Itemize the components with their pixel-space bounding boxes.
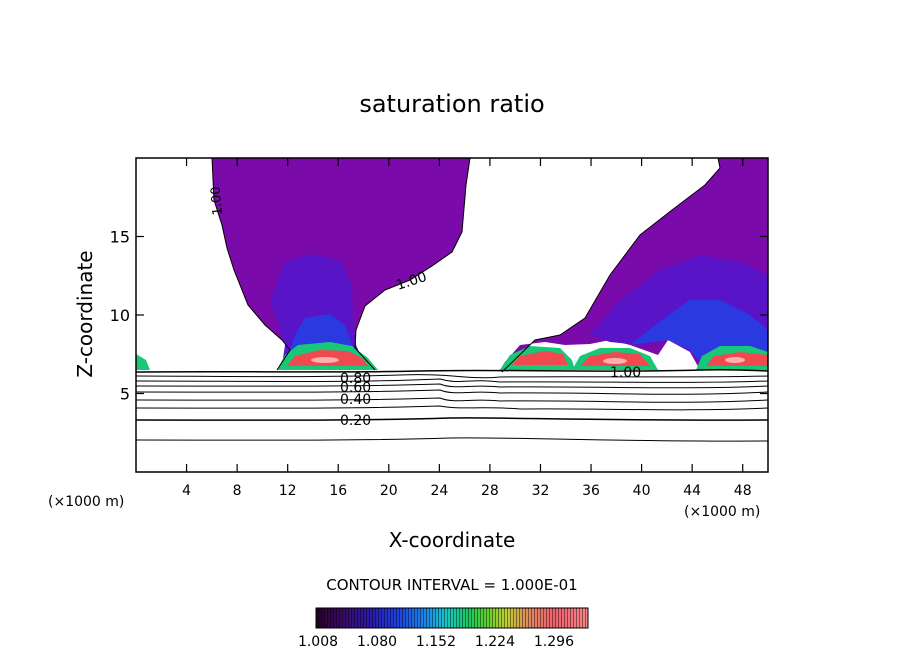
chart-title: saturation ratio bbox=[359, 90, 544, 118]
colorbar-tick-label: 1.296 bbox=[534, 634, 574, 650]
x-tick-label: 8 bbox=[233, 483, 242, 499]
contour-label: 0.20 bbox=[340, 413, 371, 429]
x-tick-label: 20 bbox=[380, 483, 398, 499]
y-axis: 5 10 15 bbox=[110, 228, 768, 404]
left-edge-fill bbox=[136, 354, 150, 370]
x-tick-label: 44 bbox=[683, 483, 701, 499]
x-tick-label: 40 bbox=[633, 483, 651, 499]
contour-label: 0.60 bbox=[340, 380, 371, 396]
left-core-hot bbox=[311, 357, 339, 363]
x-axis-label: X-coordinate bbox=[389, 528, 516, 552]
colorbar-tick-label: 1.008 bbox=[298, 634, 338, 650]
right-core1-red bbox=[512, 351, 568, 365]
contour-label: 1.00 bbox=[610, 365, 641, 381]
contour-line bbox=[136, 378, 768, 383]
x-tick-label: 12 bbox=[279, 483, 297, 499]
colorbar: 1.008 1.080 1.152 1.224 1.296 bbox=[298, 607, 589, 650]
colorbar-tick-label: 1.224 bbox=[475, 634, 515, 650]
contour-label: 0.80 bbox=[340, 371, 371, 387]
contour-line bbox=[136, 383, 768, 389]
y-tick-label: 5 bbox=[120, 385, 130, 404]
colorbar-ticks: 1.008 1.080 1.152 1.224 1.296 bbox=[298, 634, 574, 650]
colorbar-tick-label: 1.152 bbox=[416, 634, 456, 650]
contour-interval-text: CONTOUR INTERVAL = 1.000E-01 bbox=[326, 576, 577, 594]
x-units-right: (×1000 m) bbox=[684, 504, 760, 520]
colorbar-lines bbox=[316, 608, 588, 628]
contour-label: 1.00 bbox=[209, 186, 226, 216]
contour-line bbox=[354, 158, 471, 371]
contour-line bbox=[136, 389, 768, 395]
supersaturation-field bbox=[136, 158, 768, 372]
contour-line bbox=[211, 158, 291, 371]
colorbar-tick-label: 1.080 bbox=[357, 634, 397, 650]
y-axis-label: Z-coordinate bbox=[73, 250, 97, 377]
x-tick-label: 48 bbox=[734, 483, 752, 499]
colorbar-frame bbox=[315, 607, 589, 629]
x-tick-label: 24 bbox=[430, 483, 448, 499]
contour-line bbox=[136, 397, 768, 403]
contour-lines bbox=[136, 158, 768, 442]
contour-line bbox=[501, 158, 721, 373]
x-tick-label: 16 bbox=[329, 483, 347, 499]
x-units-left: (×1000 m) bbox=[48, 494, 124, 510]
y-tick-label: 10 bbox=[110, 306, 130, 325]
contour-line bbox=[136, 437, 768, 442]
right-core2-hot bbox=[603, 358, 627, 364]
x-axis: 4 8 12 16 20 24 28 32 36 40 44 48 bbox=[182, 158, 752, 499]
y-tick-label: 15 bbox=[110, 228, 130, 247]
x-tick-label: 28 bbox=[481, 483, 499, 499]
right-core3-hot bbox=[725, 357, 745, 363]
contour-line bbox=[136, 417, 768, 421]
contour-labels: 0.20 0.40 0.60 0.80 1.00 1.00 1.00 bbox=[209, 186, 642, 429]
contour-label: 0.40 bbox=[340, 392, 371, 408]
contour-line bbox=[136, 405, 768, 411]
x-tick-label: 36 bbox=[582, 483, 600, 499]
contour-line bbox=[136, 374, 768, 379]
x-tick-label: 4 bbox=[182, 483, 191, 499]
x-tick-label: 32 bbox=[532, 483, 550, 499]
contour-line bbox=[136, 368, 768, 373]
